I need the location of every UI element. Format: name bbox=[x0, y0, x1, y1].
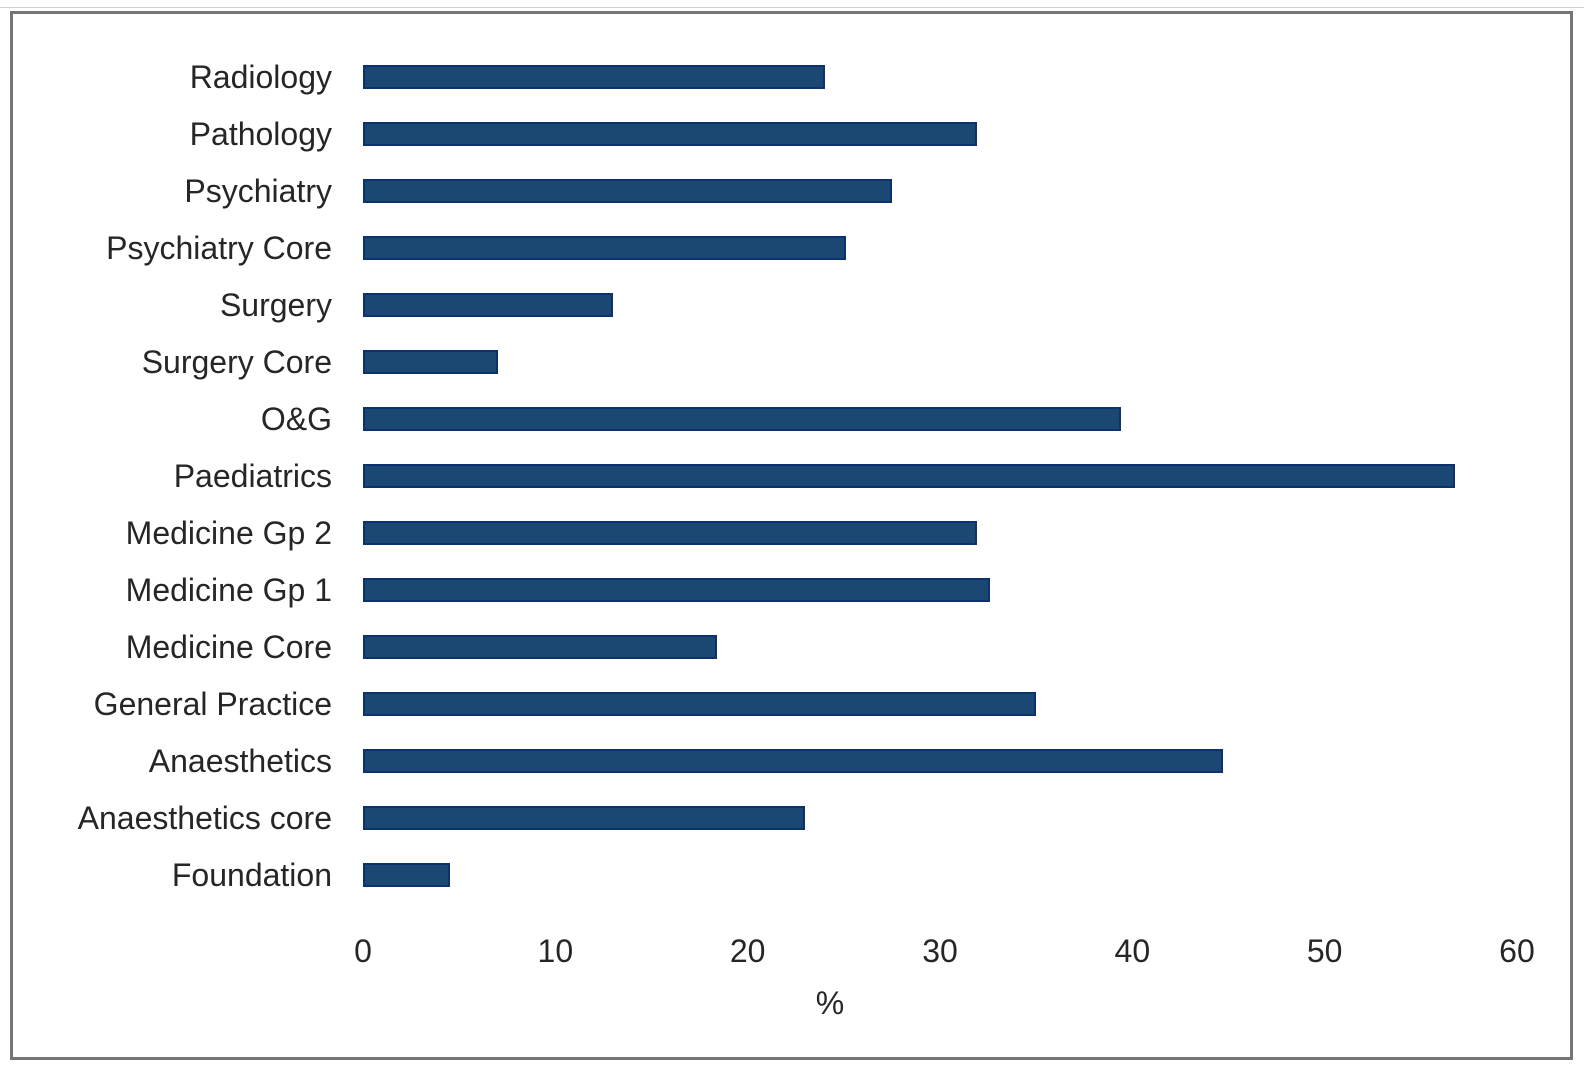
bar bbox=[363, 521, 977, 545]
bar bbox=[363, 863, 450, 887]
category-label: Medicine Gp 2 bbox=[125, 515, 332, 551]
x-tick-label: 20 bbox=[729, 933, 766, 969]
category-label: Anaesthetics core bbox=[77, 800, 332, 836]
category-label: Foundation bbox=[171, 857, 332, 893]
x-tick-label: 0 bbox=[354, 933, 372, 969]
category-label: Psychiatry Core bbox=[106, 230, 332, 266]
category-label: Surgery bbox=[219, 287, 332, 323]
category-label: Pathology bbox=[189, 116, 332, 152]
bar bbox=[363, 749, 1223, 773]
bar bbox=[363, 293, 614, 317]
x-tick-label: 50 bbox=[1306, 933, 1343, 969]
bar bbox=[363, 407, 1121, 431]
bar bbox=[363, 635, 717, 659]
x-tick-label: 60 bbox=[1499, 933, 1535, 969]
bar bbox=[363, 692, 1037, 716]
bar bbox=[363, 122, 977, 146]
bar bbox=[363, 65, 825, 89]
bar bbox=[363, 236, 846, 260]
category-label: Surgery Core bbox=[141, 344, 332, 380]
category-label: Anaesthetics bbox=[148, 743, 332, 779]
x-tick-label: 40 bbox=[1114, 933, 1151, 969]
bar bbox=[363, 179, 892, 203]
x-axis-title: % bbox=[815, 985, 845, 1021]
x-tick-label: 10 bbox=[537, 933, 574, 969]
bar bbox=[363, 806, 806, 830]
category-label: Radiology bbox=[189, 59, 332, 95]
bar bbox=[363, 350, 498, 374]
category-label: General Practice bbox=[93, 686, 332, 722]
bar bbox=[363, 578, 990, 602]
bar bbox=[363, 464, 1456, 488]
category-label: Medicine Gp 1 bbox=[125, 572, 332, 608]
category-label: Medicine Core bbox=[125, 629, 332, 665]
category-label: Psychiatry bbox=[184, 173, 332, 209]
top-edge-line bbox=[0, 7, 1584, 8]
category-label: O&G bbox=[260, 401, 332, 437]
x-tick-label: 30 bbox=[922, 933, 958, 969]
category-label: Paediatrics bbox=[173, 458, 332, 494]
